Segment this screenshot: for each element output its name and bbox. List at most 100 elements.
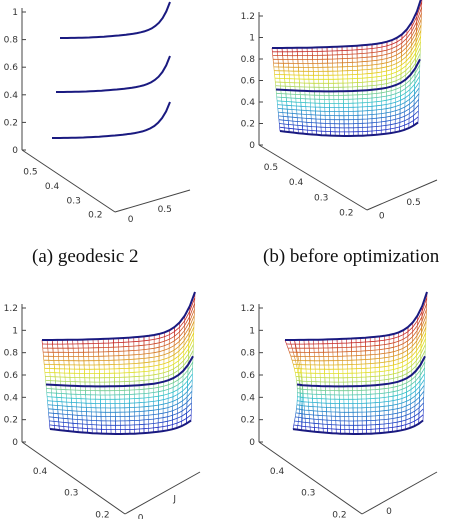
y-tick-label: 0.5: [406, 198, 420, 208]
caption-a: (a) geodesic 2: [32, 246, 139, 267]
surface-col: [295, 376, 297, 381]
surface-col: [295, 408, 297, 413]
surface-col: [299, 368, 302, 373]
x-tick-label: 0.3: [64, 489, 78, 499]
surface-row: [292, 321, 427, 362]
x-axis: [258, 441, 363, 515]
z-tick-label: 0.4: [241, 393, 256, 403]
surface-row: [42, 297, 196, 345]
surface-col: [296, 368, 299, 373]
surface-col: [295, 360, 297, 365]
plot-d: 1.2 1 0.8 0.6 0.4 0.2 0 0.4 0.3 0.2 0: [241, 291, 438, 519]
geodesic-bottom: [279, 121, 419, 137]
z-tick-label: 1.2: [4, 304, 18, 314]
x-tick-label: 0.3: [67, 196, 81, 206]
z-tick-label: 0.2: [4, 118, 18, 128]
plot-c: 1.2 1 0.8 0.6 0.4 0.2 0 0.4 0.3 0.2 0 J: [4, 291, 201, 519]
surface-col: [298, 360, 300, 365]
surface-row: [286, 297, 428, 345]
surface-col: [296, 364, 298, 369]
z-tick-label: 0.8: [4, 349, 19, 359]
geodesic-top: [272, 0, 422, 49]
geodesic-middle: [45, 355, 194, 388]
y-axis: [124, 471, 201, 515]
x-tick-label: 0.4: [289, 178, 304, 188]
surface-col: [295, 348, 297, 353]
surface-col: [287, 347, 290, 353]
surface-col: [294, 344, 296, 349]
x-tick-label: 0.5: [23, 167, 37, 177]
y-tick-label: 0: [386, 507, 392, 517]
surface-col: [296, 356, 298, 361]
surface-row: [296, 350, 426, 383]
surface-row: [294, 408, 424, 426]
x-tick-label: 0.4: [45, 182, 60, 192]
y-tick-label: J: [172, 494, 176, 504]
surface-col: [300, 372, 302, 377]
z-tick-label: 0: [12, 438, 18, 448]
plot-a: 1 0.8 0.6 0.4 0.2 0 0.5 0.4 0.3 0.2 0 0.5: [4, 1, 191, 225]
surface-col: [297, 360, 299, 365]
geodesic-curve: [60, 1, 171, 39]
geodesic-middle: [275, 58, 421, 93]
x-tick-label: 0.2: [332, 510, 346, 519]
z-tick-label: 1.2: [241, 12, 255, 22]
plot-b: 1.2 1 0.8 0.6 0.4 0.2 0 0.5 0.4 0.3 0.2 0 0.5: [241, 0, 438, 222]
z-tick-label: 0: [249, 438, 255, 448]
x-tick-label: 0.3: [301, 489, 315, 499]
surface-col: [295, 348, 298, 353]
surface-col: [294, 372, 297, 377]
x-tick-label: 0.5: [264, 163, 278, 173]
geodesic-middle: [296, 355, 426, 388]
z-tick-label: 0.4: [241, 98, 256, 108]
panel-c: 1.2 1 0.8 0.6 0.4 0.2 0 0.4 0.3 0.2 0 J: [0, 291, 230, 519]
x-axis: [21, 441, 126, 515]
geodesic-curve: [56, 55, 171, 93]
x-tick-label: 0.3: [314, 193, 328, 203]
surface-row: [295, 402, 424, 422]
z-tick-label: 0.8: [241, 55, 256, 65]
surface-row: [295, 396, 425, 417]
surface-col: [292, 352, 295, 357]
surface-col: [294, 412, 297, 417]
surface-row: [293, 326, 427, 366]
y-tick-label: 0.5: [158, 205, 172, 215]
x-tick-label: 0.2: [339, 208, 353, 218]
surface-col: [292, 364, 295, 369]
z-tick-label: 0.6: [241, 371, 256, 381]
z-tick-label: 0.6: [4, 371, 19, 381]
z-tick-label: 1: [12, 326, 18, 336]
z-tick-label: 0.8: [4, 36, 19, 46]
surface-col: [289, 352, 292, 357]
z-tick-label: 0: [12, 146, 18, 156]
surface-row: [297, 367, 425, 396]
surface-col: [294, 356, 296, 361]
surface-row: [297, 373, 425, 400]
surface-col: [298, 376, 300, 381]
z-tick-label: 0.8: [241, 349, 256, 359]
surface-col: [295, 352, 298, 357]
x-tick-label: 0.4: [270, 467, 285, 477]
surface-col: [295, 344, 297, 349]
panel-b: 1.2 1 0.8 0.6 0.4 0.2 0 0.5 0.4 0.3 0.2 0 0.5: [237, 0, 474, 222]
surface-row: [272, 0, 422, 49]
surface-col: [293, 420, 295, 426]
surface-col: [297, 372, 299, 377]
x-axis: [21, 149, 116, 213]
panel-a: 1 0.8 0.6 0.4 0.2 0 0.5 0.4 0.3 0.2 0 0.5: [0, 0, 230, 225]
surface-row: [295, 344, 426, 379]
z-tick-label: 1: [249, 326, 255, 336]
surface-col: [290, 343, 293, 349]
surface-row: [288, 303, 427, 349]
z-tick-label: 0.4: [4, 91, 19, 101]
geodesic-curve: [52, 101, 171, 139]
z-tick-label: 0.4: [4, 393, 19, 403]
surface-row: [297, 379, 425, 404]
surface-col: [290, 356, 293, 361]
surface-row: [296, 385, 425, 409]
geodesic-bottom: [49, 419, 192, 435]
y-tick-label: 0: [138, 513, 144, 519]
surface-row: [290, 315, 427, 357]
caption-b: (b) before optimization: [263, 246, 440, 267]
z-tick-label: 1: [12, 8, 18, 18]
